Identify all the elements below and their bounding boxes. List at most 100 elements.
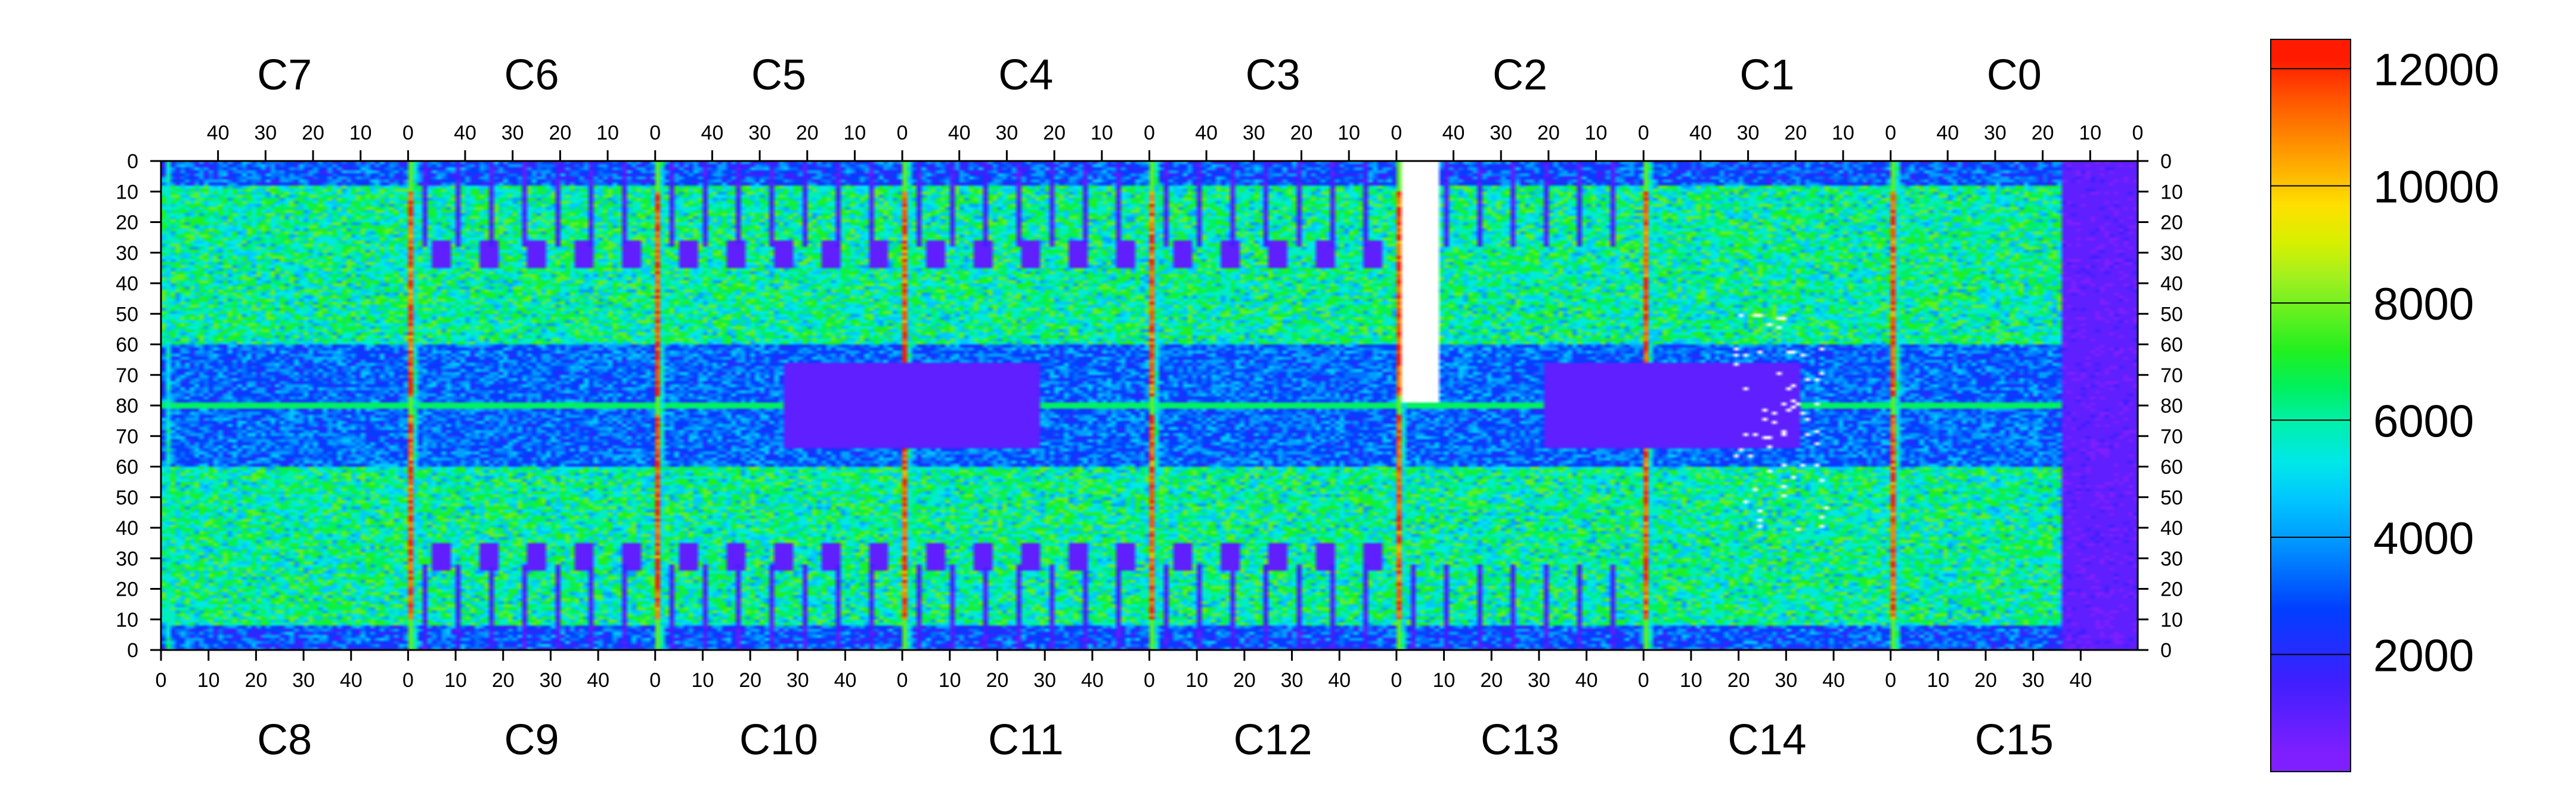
bottom-axis-tick-label: 20 [244, 669, 267, 692]
bottom-axis-tick-label: 20 [986, 669, 1009, 692]
bottom-axis-tick-label: 20 [739, 669, 761, 692]
top-axis-tick-label: 10 [596, 122, 619, 144]
right-axis-tick-label: 20 [2160, 578, 2183, 601]
bottom-axis-tick-label: 40 [1081, 669, 1104, 692]
top-axis-tick-label: 0 [2132, 122, 2144, 144]
right-axis-tick-label: 60 [2160, 456, 2183, 479]
bottom-axis-tick-label: 0 [1391, 669, 1402, 692]
left-axis-tick-label: 20 [116, 212, 138, 234]
bottom-axis-tick-label: 0 [402, 669, 414, 692]
top-axis-tick-label: 0 [402, 122, 414, 144]
left-axis-tick-label: 10 [116, 181, 138, 203]
top-chip-label: C3 [1246, 51, 1301, 99]
right-axis-tick-label: 30 [2160, 547, 2183, 570]
bottom-axis-tick-label: 10 [197, 669, 220, 692]
right-axis-tick-label: 70 [2160, 425, 2183, 448]
left-axis-tick-label: 10 [116, 609, 138, 631]
top-axis-tick-label: 0 [1144, 122, 1155, 144]
colorbar-tick-label: 8000 [2373, 279, 2474, 330]
left-axis-tick-label: 0 [127, 639, 138, 662]
colorbar-tick-label: 6000 [2373, 397, 2474, 447]
left-axis-tick-label: 0 [127, 150, 138, 173]
bottom-chip-label: C14 [1727, 716, 1806, 764]
bottom-axis-tick-label: 0 [649, 669, 661, 692]
top-axis-tick-label: 30 [1490, 122, 1512, 144]
top-axis-tick-label: 20 [1784, 122, 1807, 144]
top-axis-tick-label: 30 [748, 122, 771, 144]
heatmap-image [161, 161, 2138, 650]
bottom-axis-tick-label: 20 [1480, 669, 1503, 692]
top-axis-tick-label: 10 [1585, 122, 1608, 144]
left-axis-tick-label: 40 [116, 517, 138, 540]
top-axis-tick-label: 20 [1043, 122, 1066, 144]
bottom-chip-label: C10 [739, 716, 818, 764]
top-chip-label: C2 [1493, 51, 1547, 99]
right-axis-tick-label: 50 [2160, 303, 2183, 326]
top-axis-tick-label: 10 [1832, 122, 1854, 144]
top-axis-tick-label: 10 [844, 122, 866, 144]
right-axis-tick-label: 20 [2160, 212, 2183, 234]
colorbar-image [2271, 39, 2351, 772]
right-axis-tick-label: 10 [2160, 609, 2183, 631]
bottom-axis-tick-label: 10 [1433, 669, 1456, 692]
right-axis-tick-label: 50 [2160, 487, 2183, 509]
bottom-axis-tick-label: 0 [156, 669, 167, 692]
top-axis-tick-label: 30 [1243, 122, 1265, 144]
left-axis-tick-label: 30 [116, 547, 138, 570]
top-axis-tick-label: 40 [1442, 122, 1465, 144]
left-axis-tick-label: 70 [116, 425, 138, 448]
bottom-axis-tick-label: 40 [2069, 669, 2092, 692]
left-axis-tick-label: 80 [116, 395, 138, 417]
right-axis-tick-label: 0 [2160, 639, 2172, 662]
colorbar-tick-label: 12000 [2373, 45, 2499, 95]
top-axis-tick-label: 20 [549, 122, 571, 144]
chip-labels-layer: C7 C6 C5 C4 C3 C2 C1 C0 C8 C9 C10 C11 C12 C13 C14 C15 [257, 51, 2054, 764]
bottom-axis-tick-label: 0 [1144, 669, 1155, 692]
top-axis-tick-label: 40 [701, 122, 723, 144]
top-axis-tick-label: 40 [207, 122, 230, 144]
top-axis-tick-label: 10 [2079, 122, 2101, 144]
bottom-axis-tick-label: 10 [1185, 669, 1208, 692]
top-axis-tick-label: 20 [796, 122, 819, 144]
bottom-axis-tick-label: 40 [1328, 669, 1351, 692]
colorbar-layer: 12000 10000 8000 6000 4000 2000 [2271, 45, 2499, 682]
left-axis-tick-label: 50 [116, 487, 138, 509]
top-axis-tick-label: 20 [1290, 122, 1313, 144]
bottom-axis-tick-label: 10 [692, 669, 714, 692]
left-axis-tick-label: 60 [116, 456, 138, 479]
right-axis-tick-label: 80 [2160, 395, 2183, 417]
right-axis-tick-label: 60 [2160, 334, 2183, 357]
top-axis-tick-label: 30 [501, 122, 524, 144]
bottom-axis-tick-label: 30 [1528, 669, 1550, 692]
top-axis-tick-label: 30 [1737, 122, 1760, 144]
bottom-axis-tick-label: 40 [1575, 669, 1598, 692]
top-axis-tick-label: 0 [897, 122, 908, 144]
bottom-chip-label: C9 [504, 716, 559, 764]
top-axis-tick-label: 40 [1195, 122, 1218, 144]
bottom-chip-label: C12 [1234, 716, 1312, 764]
top-chip-label: C6 [504, 51, 559, 99]
bottom-axis-tick-label: 0 [1885, 669, 1896, 692]
colorbar-frame [2270, 39, 2351, 772]
top-axis-tick-label: 0 [1391, 122, 1402, 144]
bottom-axis-tick-label: 30 [1281, 669, 1304, 692]
colorbar-tick-label: 4000 [2373, 513, 2474, 564]
top-axis-tick-label: 40 [1936, 122, 1959, 144]
top-axis-tick-label: 30 [996, 122, 1018, 144]
right-axis-tick-label: 0 [2160, 150, 2172, 173]
bottom-axis-tick-label: 20 [1233, 669, 1256, 692]
top-axis-tick-label: 20 [1537, 122, 1560, 144]
top-axis-tick-label: 10 [1337, 122, 1360, 144]
top-axis-tick-label: 20 [302, 122, 324, 144]
bottom-axis-tick-label: 30 [787, 669, 809, 692]
bottom-axis-tick-label: 0 [1638, 669, 1649, 692]
bottom-axis-tick-label: 20 [492, 669, 515, 692]
left-axis-tick-label: 20 [116, 578, 138, 601]
left-axis-tick-label: 70 [116, 364, 138, 387]
bottom-axis-tick-label: 40 [1822, 669, 1845, 692]
right-axis-tick-label: 70 [2160, 364, 2183, 387]
bottom-axis-tick-label: 40 [834, 669, 857, 692]
bottom-axis-tick-label: 10 [939, 669, 961, 692]
